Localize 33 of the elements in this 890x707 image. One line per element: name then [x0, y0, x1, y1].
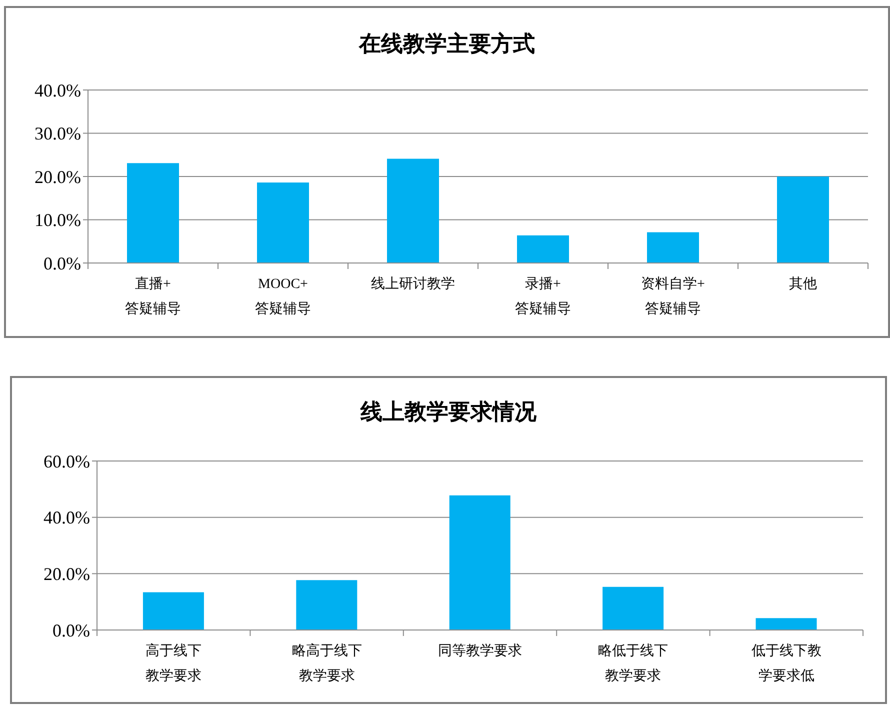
x-tick-label: 线上研讨教学	[371, 276, 455, 292]
bar	[647, 232, 699, 263]
bar	[387, 158, 439, 263]
bar	[257, 182, 309, 263]
x-tick-label: 同等教学要求	[438, 643, 522, 659]
y-tick-label: 20.0%	[44, 564, 90, 584]
bar	[449, 495, 510, 630]
y-tick-label: 40.0%	[34, 80, 81, 100]
bar	[777, 176, 829, 263]
y-tick-label: 30.0%	[34, 124, 81, 144]
x-tick-label: 直播+答疑辅导	[125, 276, 181, 317]
bar	[142, 592, 204, 630]
y-tick-label: 20.0%	[34, 166, 81, 187]
x-tick-label: 高于线下教学要求	[146, 643, 202, 684]
y-tick-label: 0.0%	[52, 620, 90, 640]
bar	[127, 163, 179, 263]
y-tick-label: 40.0%	[44, 508, 90, 528]
y-tick-label: 0.0%	[44, 253, 81, 274]
x-tick-label: 低于线下教学要求低	[751, 643, 822, 684]
y-tick-label: 10.0%	[34, 210, 81, 230]
y-tick-label: 60.0%	[44, 451, 90, 472]
bar	[517, 235, 569, 263]
x-tick-label: MOOC+答疑辅导	[255, 277, 311, 317]
x-tick-label: 略高于线下教学要求	[292, 643, 362, 684]
chart-title: 线上教学要求情况	[359, 398, 538, 426]
x-tick-label: 略低于线下教学要求	[598, 643, 668, 684]
chart-title: 在线教学主要方式	[358, 30, 536, 58]
bar	[602, 586, 664, 630]
x-tick-label: 资料自学+答疑辅导	[641, 276, 706, 317]
bar	[756, 618, 817, 630]
x-tick-label: 录播+答疑辅导	[515, 276, 571, 317]
x-tick-label: 其他	[789, 276, 817, 292]
bar	[296, 580, 358, 630]
